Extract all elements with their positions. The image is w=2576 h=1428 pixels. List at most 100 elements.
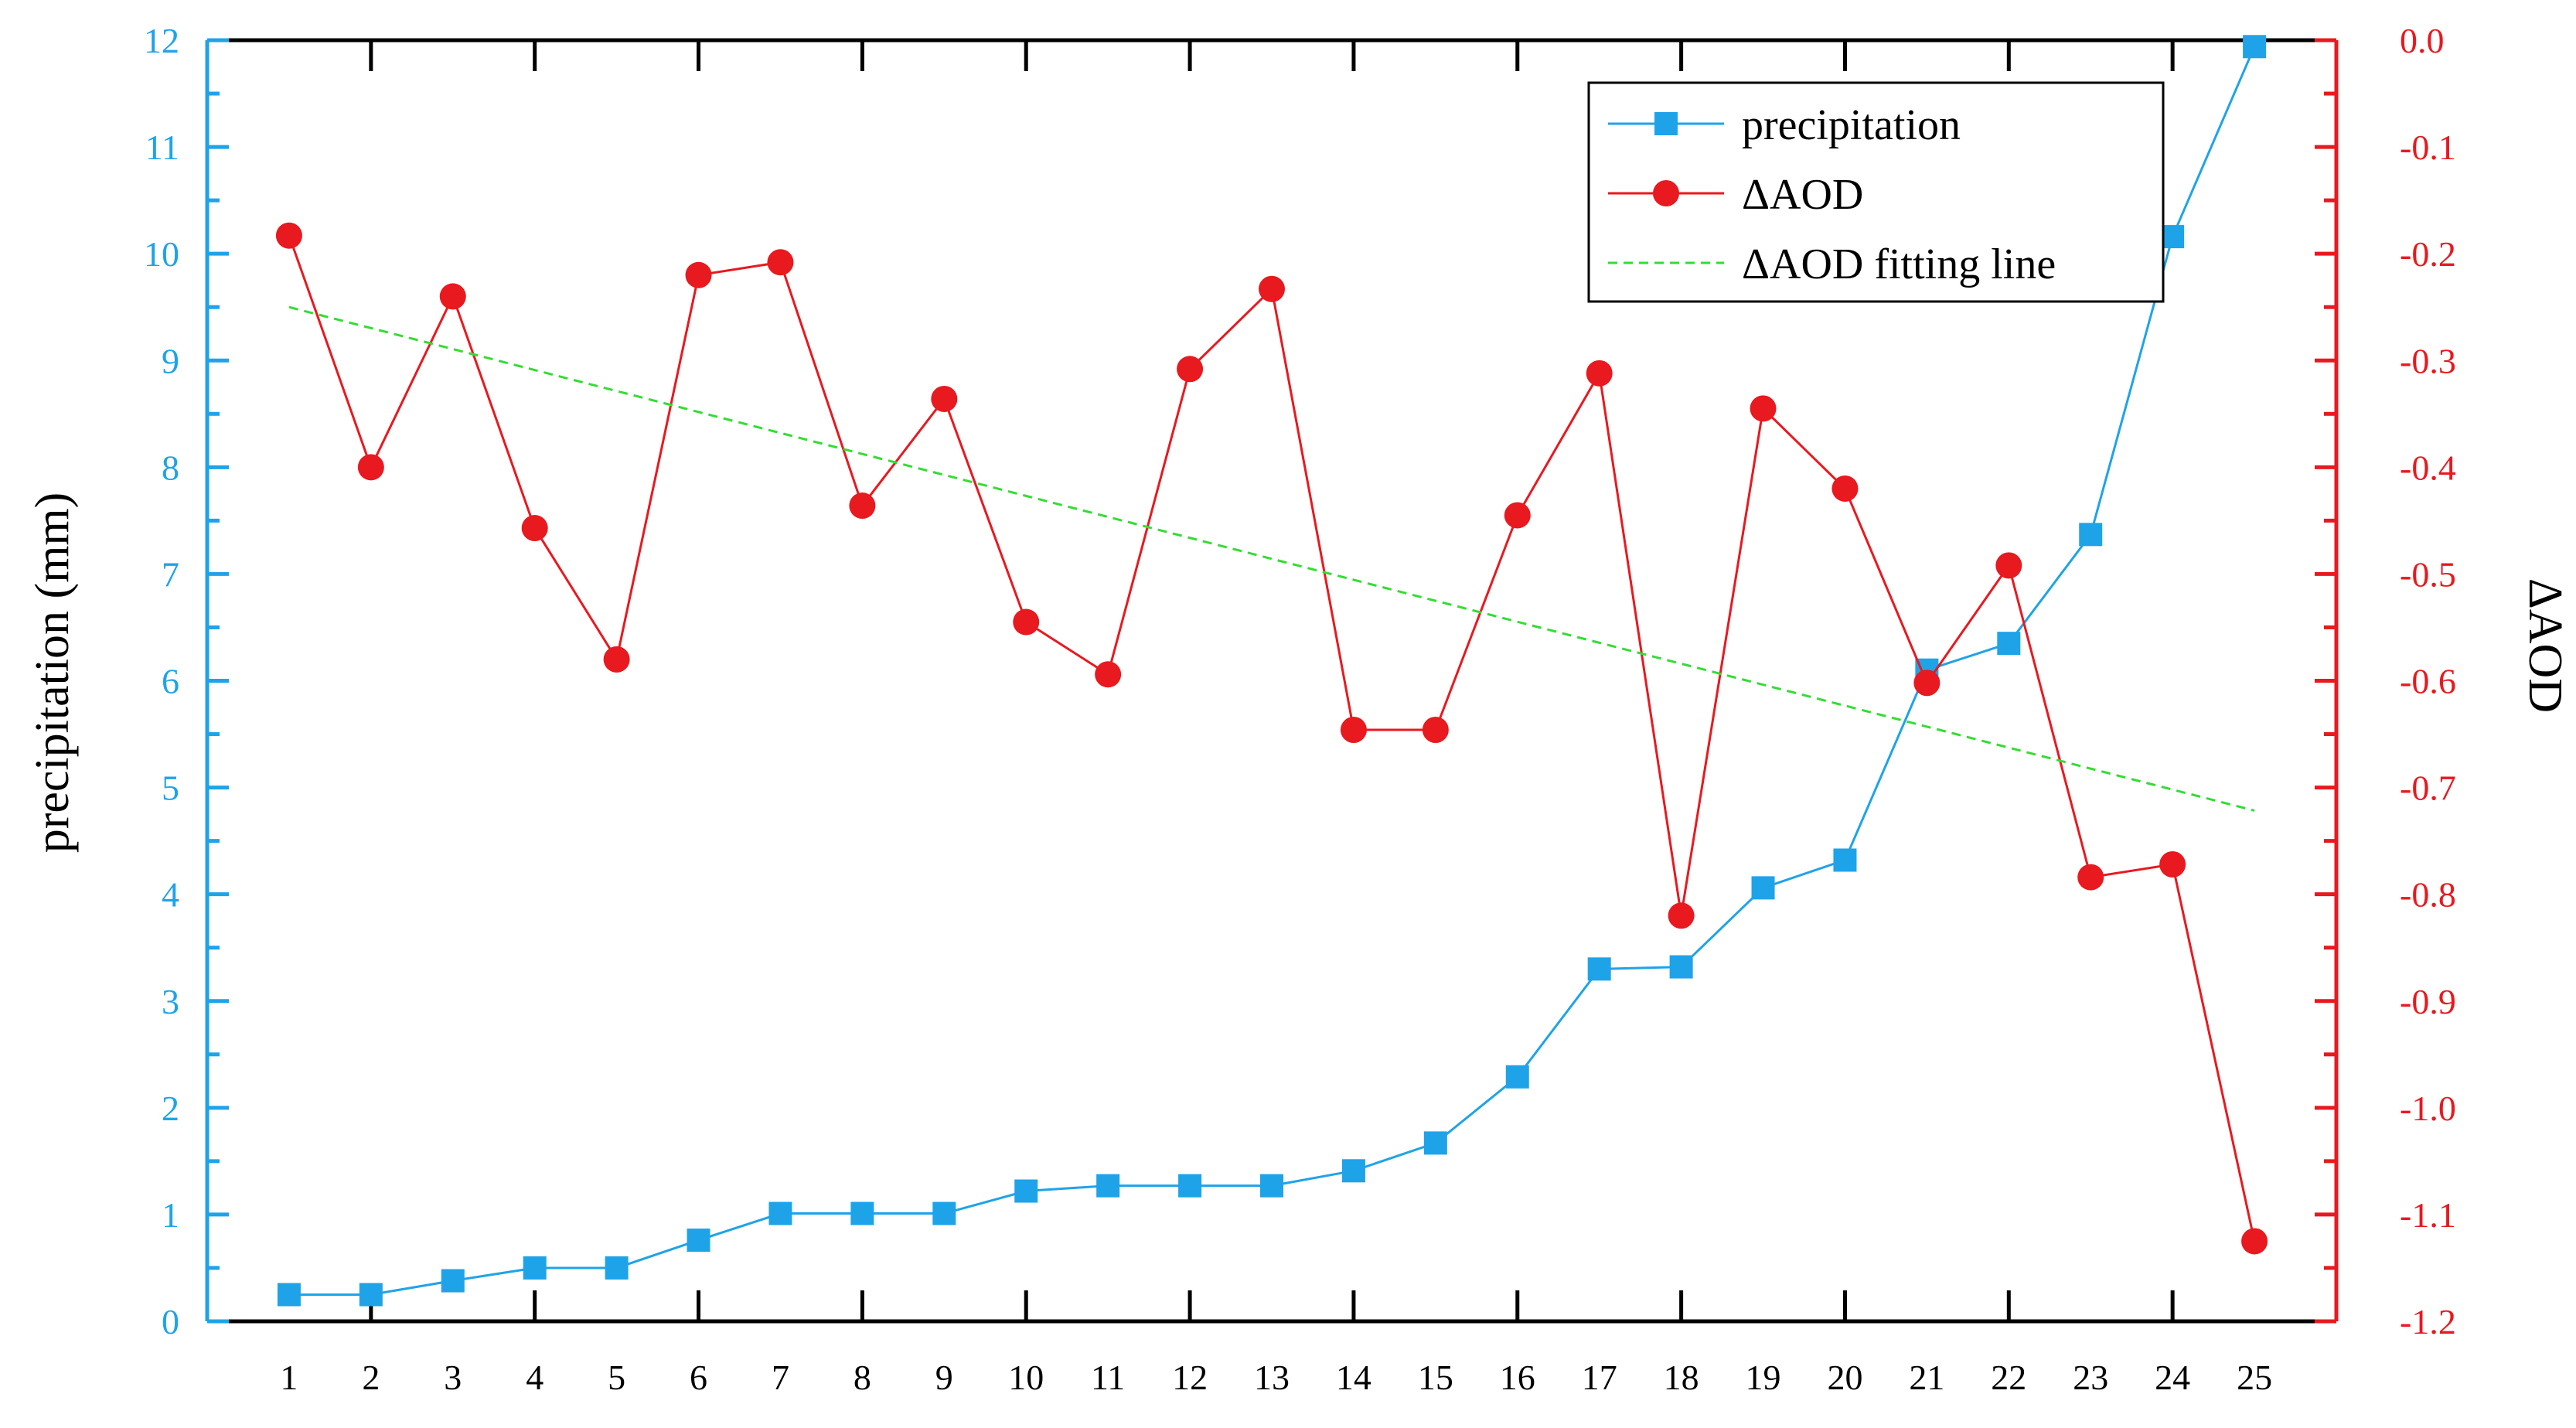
delta-aod-point [2241,1228,2268,1255]
x-tick-label: 8 [854,1358,871,1397]
y-left-tick-label: 5 [162,769,179,808]
precipitation-point [1260,1174,1283,1198]
x-tick-label: 4 [526,1358,543,1397]
precipitation-point [605,1256,629,1280]
y-right-tick-label: -0.5 [2400,554,2456,594]
delta-aod-point [849,492,876,520]
x-tick-label: 17 [1582,1358,1617,1397]
delta-aod-point [1750,395,1777,422]
x-tick-label: 10 [1008,1358,1044,1397]
precipitation-point [1997,632,2021,656]
delta-aod-point [1913,670,1941,697]
y-left-tick-label: 3 [162,982,179,1021]
delta-aod-point [1586,360,1613,387]
y-left-tick-label: 1 [162,1195,179,1235]
y-right-tick-label: -0.6 [2400,662,2456,701]
y-right-tick-label: -0.1 [2400,128,2456,167]
delta-aod-point [1504,502,1531,529]
x-tick-label: 20 [1827,1358,1862,1397]
y-left-tick-label: 10 [144,234,179,274]
y-right-tick-label: -0.8 [2400,875,2456,915]
legend-label-delta-aod: ΔAOD [1742,171,1863,219]
legend-label-fitting: ΔAOD fitting line [1742,240,2056,288]
y-left-axis-title: precipitation (mm) [26,492,79,854]
precipitation-point [1178,1174,1202,1198]
precipitation-point [768,1201,792,1225]
delta-aod-point [1095,661,1122,688]
y-right-tick-label: -0.9 [2400,982,2456,1021]
x-tick-label: 22 [1991,1358,2026,1397]
y-left-tick-label: 12 [144,21,179,60]
x-tick-label: 14 [1336,1358,1371,1397]
tick-labels: 1 2 3 4 5 6 7 8 9 10 11 12 13 14 15 16 17 18 19 20 21 22 23 24 2… [144,21,2456,1397]
x-tick-label: 19 [1746,1358,1781,1397]
precipitation-point [2161,225,2185,249]
precipitation-point [1423,1131,1447,1155]
precipitation-point [1014,1179,1038,1203]
delta-aod-point [2077,864,2104,891]
delta-aod-point [439,283,466,310]
x-tick-label: 24 [2155,1358,2190,1397]
precipitation-point [850,1201,874,1225]
y-right-tick-label: -0.2 [2400,234,2456,274]
y-left-tick-label: 6 [162,662,179,701]
x-tick-label: 18 [1664,1358,1699,1397]
legend: precipitation ΔAOD ΔAOD fitting line [1587,81,2165,303]
delta-aod-point [1340,717,1367,744]
x-tick-label: 23 [2073,1358,2108,1397]
series [275,35,2268,1307]
y-left-tick-label: 11 [145,128,179,167]
x-tick-label: 7 [772,1358,789,1397]
x-tick-label: 12 [1172,1358,1208,1397]
precipitation-point [277,1283,301,1307]
delta-aod-point [357,454,384,481]
y-left-tick-label: 9 [162,341,179,380]
delta-aod-point [1013,608,1040,636]
x-tick-label: 15 [1418,1358,1453,1397]
legend-marker-precipitation [1654,112,1678,135]
x-tick-label: 3 [444,1358,462,1397]
y-left-tick-label: 7 [162,554,179,594]
y-right-tick-label: -1.2 [2400,1302,2456,1341]
legend-label-precipitation: precipitation [1742,101,1961,149]
x-tick-label: 5 [608,1358,625,1397]
delta-aod-point [767,249,794,276]
y-right-tick-label: 0.0 [2400,21,2445,60]
x-tick-label: 21 [1909,1358,1944,1397]
delta-aod-point [1995,552,2022,579]
delta-aod-point [275,222,302,249]
y-left-tick-label: 0 [162,1302,179,1341]
delta-aod-point [1259,275,1285,302]
x-tick-label: 13 [1254,1358,1290,1397]
delta-aod-point [1668,902,1695,929]
y-right-tick-label: -0.4 [2400,448,2456,487]
y-right-tick-label: -1.0 [2400,1089,2456,1128]
y-right-tick-label: -0.7 [2400,769,2456,808]
precipitation-point [1833,848,1857,872]
x-tick-label: 16 [1500,1358,1535,1397]
y-left-tick-label: 2 [162,1089,179,1128]
delta-aod-point [685,261,712,288]
precipitation-point [523,1256,547,1280]
delta-aod-point [931,385,958,412]
y-right-tick-label: -1.1 [2400,1195,2456,1235]
y-right-axis-title: ΔAOD [2519,578,2571,713]
precipitation-point [1587,957,1611,981]
x-tick-label: 25 [2237,1358,2272,1397]
delta-aod-point [1177,356,1204,383]
precipitation-point [932,1201,956,1225]
fitting-line [288,305,2255,812]
x-tick-label: 2 [362,1358,380,1397]
y-left-tick-label: 4 [162,875,179,915]
precipitation-point [1341,1159,1365,1183]
delta-aod-point [2159,851,2186,878]
delta-aod-point [1422,717,1449,744]
delta-aod-point [603,646,630,673]
precipitation-point [1096,1174,1120,1198]
x-tick-label: 11 [1091,1358,1125,1397]
precipitation-point [1505,1065,1529,1089]
axes [205,38,2339,1324]
legend-marker-delta-aod [1653,180,1679,206]
